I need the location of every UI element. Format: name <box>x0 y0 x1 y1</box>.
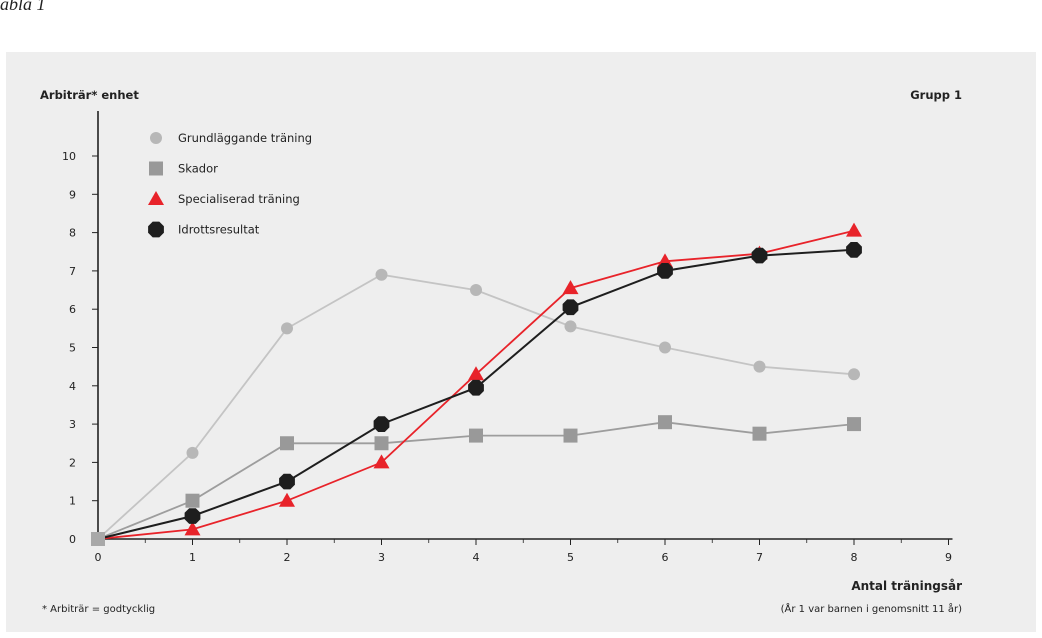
data-point-specialiserad-traning <box>846 222 862 237</box>
y-tick-label: 0 <box>69 533 76 546</box>
legend-label-idrottsresultat: Idrottsresultat <box>178 223 260 237</box>
data-point-skador <box>374 436 389 451</box>
data-point-grundlaggande-traning <box>470 284 482 297</box>
data-point-skador <box>752 426 767 441</box>
x-tick-label: 6 <box>662 551 669 564</box>
x-tick-label: 9 <box>945 551 952 564</box>
data-point-specialiserad-traning <box>184 521 201 536</box>
page-top-text: ablå 1 <box>0 0 46 14</box>
y-tick-label: 7 <box>69 265 76 278</box>
data-point-grundlaggande-traning <box>659 341 671 354</box>
y-tick-label: 5 <box>69 342 76 355</box>
axes <box>97 111 953 540</box>
legend-marker-idrottsresultat <box>148 221 164 238</box>
series-line-grundlaggande-traning <box>97 273 855 540</box>
x-tick-label: 0 <box>95 551 102 564</box>
y-tick-label: 4 <box>69 380 76 393</box>
x-tick-label: 1 <box>189 551 196 564</box>
series-markers <box>91 222 862 546</box>
data-point-idrottsresultat <box>468 379 484 396</box>
x-tick-label: 4 <box>473 551 480 564</box>
x-axis-label: Antal träningsår <box>851 579 962 593</box>
data-point-idrottsresultat <box>373 416 390 432</box>
legend-marker-specialiserad-traning <box>148 191 164 205</box>
legend-label-skador: Skador <box>178 162 218 176</box>
data-point-idrottsresultat <box>846 242 862 258</box>
data-point-idrottsresultat <box>184 508 201 524</box>
legend-marker-grundlaggande-traning <box>150 132 162 144</box>
x-tick-label: 7 <box>756 551 763 564</box>
x-tick-label: 2 <box>284 551 291 564</box>
data-point-idrottsresultat <box>657 263 673 279</box>
legend-label-grundlaggande-traning: Grundläggande träning <box>178 131 312 145</box>
data-point-grundlaggande-traning <box>753 360 766 373</box>
data-point-idrottsresultat <box>751 247 768 264</box>
axis-ticks: 0 1 2 3 4 5 6 7 8 9 10 0 1 2 3 4 5 6 7 8 9 <box>62 150 952 564</box>
data-point-skador <box>847 417 861 432</box>
data-point-idrottsresultat <box>562 299 579 316</box>
data-point-grundlaggande-traning <box>564 320 577 333</box>
x-tick-label: 8 <box>851 551 858 564</box>
x-tick-label: 5 <box>567 551 574 564</box>
y-tick-label: 9 <box>69 188 76 201</box>
y-tick-label: 8 <box>69 227 76 240</box>
legend: Grundläggande träning Skador Specialiserad… <box>148 131 312 238</box>
data-point-specialiserad-traning <box>279 492 295 507</box>
data-point-grundlaggande-traning <box>281 322 293 335</box>
chart-panel: 0 1 2 3 4 5 6 7 8 9 10 0 1 2 3 4 5 6 7 8 9 Grundläggande trä… <box>6 52 1036 632</box>
data-point-grundlaggande-traning <box>848 368 860 381</box>
y-tick-label: 1 <box>69 495 76 508</box>
group-label: Grupp 1 <box>910 88 962 102</box>
y-tick-label: 3 <box>69 418 76 431</box>
data-point-grundlaggande-traning <box>375 268 388 281</box>
y-axis-label: Arbiträr* enhet <box>40 88 139 102</box>
y-tick-label: 6 <box>69 303 76 316</box>
legend-marker-skador <box>149 161 163 176</box>
data-point-skador <box>185 493 200 508</box>
data-point-specialiserad-traning <box>562 280 579 295</box>
data-point-skador <box>658 415 672 430</box>
data-point-origin <box>91 532 105 546</box>
data-point-idrottsresultat <box>279 473 295 490</box>
data-point-specialiserad-traning <box>468 366 484 381</box>
data-point-grundlaggande-traning <box>186 446 199 459</box>
legend-label-specialiserad-traning: Specialiserad träning <box>178 192 300 206</box>
y-tick-label: 10 <box>62 150 76 163</box>
line-chart: 0 1 2 3 4 5 6 7 8 9 10 0 1 2 3 4 5 6 7 8 9 Grundläggande trä… <box>40 88 962 615</box>
data-point-skador <box>469 428 483 443</box>
data-point-specialiserad-traning <box>373 454 390 469</box>
data-point-skador <box>563 428 578 443</box>
x-tick-label: 3 <box>378 551 385 564</box>
data-point-skador <box>280 436 294 451</box>
x-axis-note: (År 1 var barnen i genomsnitt 11 år) <box>781 602 962 615</box>
footnote: * Arbiträr = godtycklig <box>42 604 155 615</box>
y-tick-label: 2 <box>69 456 76 469</box>
